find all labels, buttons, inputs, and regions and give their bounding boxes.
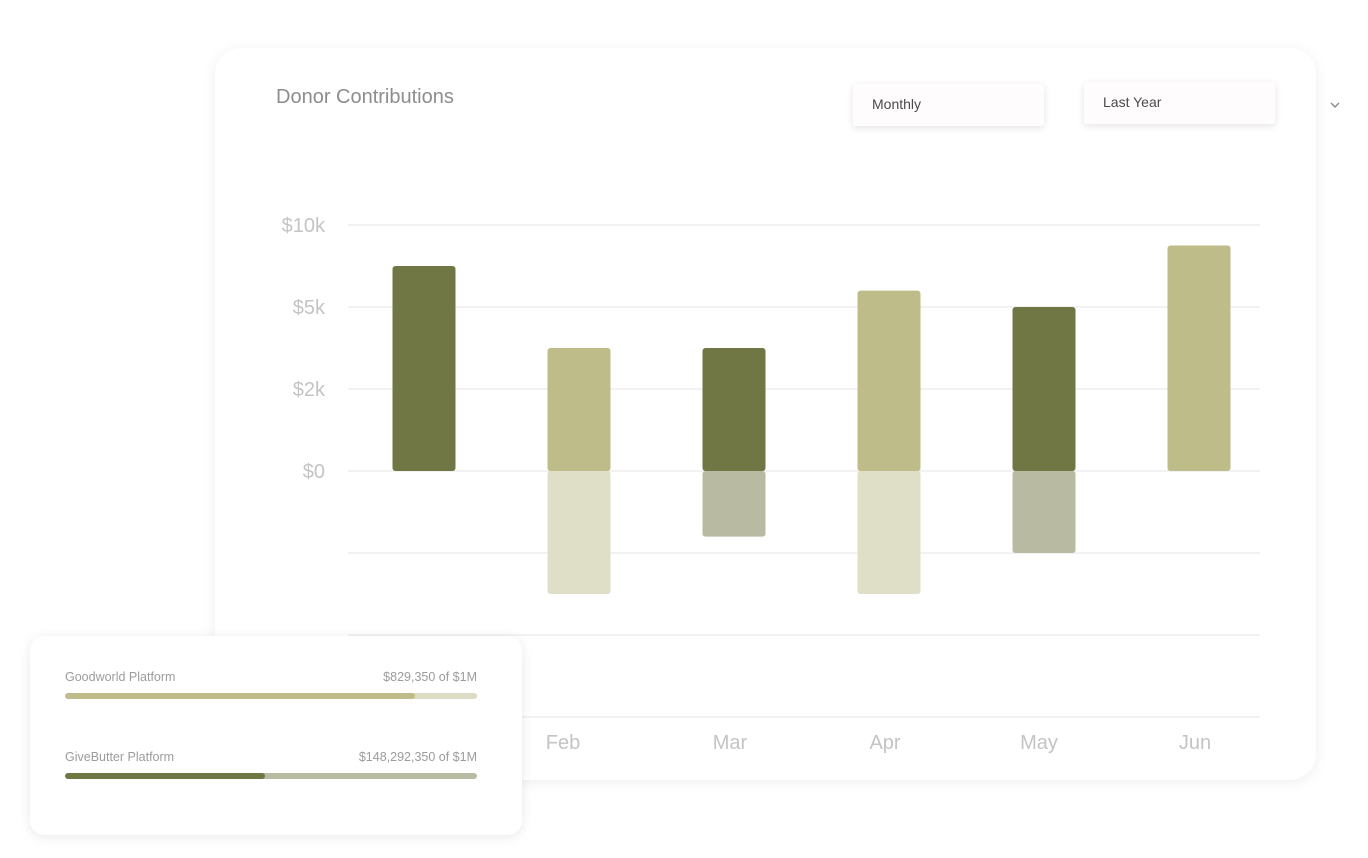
bar-positive	[857, 290, 921, 471]
y-tick-label: $2k	[293, 379, 326, 401]
period-select-value: Monthly	[872, 96, 922, 112]
bar-positive	[702, 348, 766, 471]
goal-amount: $148,292,350 of $1M	[358, 750, 477, 764]
bar-positive	[392, 266, 456, 471]
x-tick-label: Apr	[869, 732, 900, 754]
goal-progress-track	[65, 693, 477, 699]
bar-positive	[547, 348, 611, 471]
bar-positive	[1167, 245, 1231, 471]
bar-positive	[1012, 307, 1076, 471]
range-select[interactable]: Last Year	[1084, 82, 1275, 124]
x-tick-label: Mar	[713, 732, 748, 754]
goal-progress-fill	[65, 773, 265, 779]
chevron-down-icon[interactable]	[1328, 98, 1342, 112]
bar-negative	[547, 471, 611, 594]
goal-progress-fill	[65, 693, 416, 699]
platform-goals-panel: Goodworld Platform $829,350 of $1M GiveB…	[30, 636, 522, 835]
goal-amount: $829,350 of $1M	[383, 670, 477, 684]
y-tick-label: $0	[303, 461, 325, 483]
chart-title: Donor Contributions	[276, 86, 454, 108]
bar-negative	[702, 471, 766, 537]
goal-name: Goodworld Platform	[65, 670, 176, 684]
y-tick-label: $10k	[282, 215, 326, 237]
range-select-value: Last Year	[1103, 94, 1162, 110]
x-tick-label: May	[1020, 732, 1058, 754]
goal-name: GiveButter Platform	[65, 750, 175, 764]
y-tick-label: $5k	[293, 297, 326, 319]
x-tick-label: Feb	[546, 732, 580, 754]
bar-negative	[1012, 471, 1076, 553]
period-select[interactable]: Monthly	[853, 84, 1044, 126]
bar-negative	[857, 471, 921, 594]
x-tick-label: Jun	[1179, 732, 1211, 754]
goal-progress-track	[65, 773, 477, 779]
